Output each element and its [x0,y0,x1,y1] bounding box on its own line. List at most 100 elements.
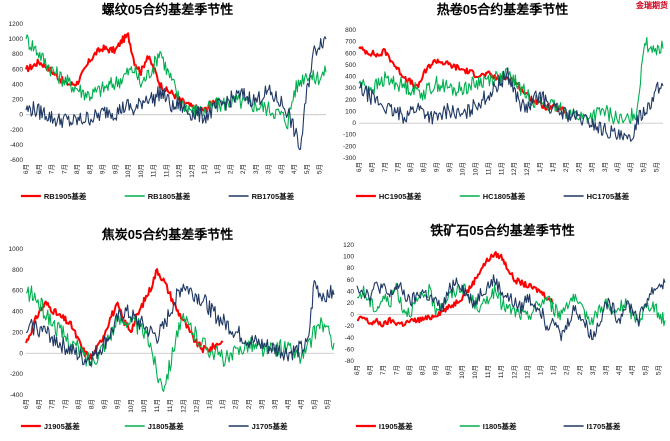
y-tick-label: 600 [12,66,23,73]
x-tick-label: 4月 [297,399,305,409]
x-tick-label: 2月 [232,399,240,409]
series-line-J1705基差 [25,279,335,367]
y-tick-label: 40 [347,288,355,295]
y-tick-label: 500 [345,62,356,69]
series-line-HC1805基差 [358,36,664,125]
y-tick-label: -60 [345,346,355,353]
x-tick-label: 2月 [576,365,584,375]
x-tick-label: 7月 [60,164,68,174]
x-tick-label: 7月 [379,365,387,375]
y-tick-label: 0 [350,312,354,319]
x-tick-label: 6月 [366,365,374,375]
x-tick-label: 1月 [550,365,558,375]
x-tick-label: 4月 [627,162,635,172]
x-tick-label: 5月 [310,399,318,409]
y-tick-label: 0 [352,120,356,127]
x-tick-label: 12月 [523,365,531,379]
y-tick-label: -200 [343,143,356,150]
x-tick-label: 8月 [420,162,428,172]
legend-label: HC1905基差 [379,191,422,201]
chart-rebar: 螺纹05合约基差季节性 1200 1000 800 600 400 200 0 -200 -400… [9,2,327,201]
y-tick-label: -600 [10,157,23,164]
corner-mark: 金瑞期货 [636,1,668,10]
x-tick-label: 11月 [497,365,505,378]
x-tick-label: 4月 [290,164,298,174]
x-tick-label: 9月 [101,399,109,409]
y-tick-label: 400 [12,309,23,316]
x-tick-label: 2月 [239,164,247,174]
y-tick-label: 300 [345,85,356,92]
x-tick-label: 10月 [458,162,466,176]
x-tick-label: 9月 [445,365,453,375]
x-tick-label: 9月 [111,164,119,174]
legend-label: J1705基差 [252,421,288,431]
x-tick-label: 4月 [614,162,622,172]
legend-label: HC1705基差 [587,191,630,201]
x-tick-label: 10月 [140,399,148,413]
chart-hot-coil: 热卷05合约基差季节性 800 700 600 500 400 300 200 100 0 -100… [343,2,664,201]
x-tick-label: 4月 [615,365,623,375]
x-tick-label: 12月 [179,399,187,413]
x-tick-label: 3月 [258,399,266,409]
x-tick-label: 5月 [316,164,324,174]
x-tick-label: 5月 [303,164,311,174]
legend-label: I1805基差 [483,421,517,431]
series-line-J1805基差 [25,285,335,392]
x-tick-label: 8月 [419,365,427,375]
x-tick-label: 8月 [407,162,415,172]
x-tick-label: 9月 [114,399,122,409]
x-tick-label: 3月 [252,164,260,174]
x-tick-label: 10月 [137,164,145,178]
y-tick-label: 100 [345,108,356,115]
x-tick-label: 12月 [192,399,200,413]
x-tick-label: 11月 [166,399,174,412]
x-tick-label: 10月 [471,162,479,176]
y-tick-label: 400 [12,81,23,88]
chart-title: 螺纹05合约基差季节性 [102,2,233,17]
y-tick-label: 200 [12,329,23,336]
x-tick-label: 6月 [35,164,43,174]
x-tick-label: 8月 [88,399,96,409]
y-tick-label: -300 [343,155,356,162]
x-tick-label: 3月 [602,365,610,375]
x-tick-label: 1月 [536,162,544,172]
x-tick-label: 6月 [368,162,376,172]
y-tick-label: 120 [343,242,354,249]
x-tick-label: 7月 [61,399,69,409]
x-tick-label: 4月 [628,365,636,375]
x-tick-label: 12月 [175,164,183,178]
x-tick-label: 6月 [35,399,43,409]
x-tick-label: 12月 [510,365,518,379]
series-line-I1805基差 [356,282,666,327]
x-tick-label: 11月 [497,162,505,175]
y-tick-label: 20 [347,300,355,307]
x-tick-label: 9月 [433,162,441,172]
x-tick-label: 10月 [471,365,479,379]
x-tick-label: 1月 [201,164,209,174]
x-tick-label: 12月 [510,162,518,176]
y-tick-label: 800 [12,51,23,58]
x-tick-label: 11月 [484,162,492,175]
x-tick-label: 6月 [355,162,363,172]
legend-label: HC1805基差 [483,191,526,201]
x-tick-label: 7月 [394,162,402,172]
x-tick-label: 2月 [226,164,234,174]
x-tick-label: 8月 [73,164,81,174]
y-tick-label: 1000 [9,246,24,253]
y-tick-label: -20 [345,323,355,330]
y-tick-label: 600 [345,50,356,57]
x-tick-label: 10月 [458,365,466,379]
x-tick-label: 11月 [162,164,170,177]
x-tick-label: 2月 [562,162,570,172]
y-tick-label: 800 [12,267,23,274]
y-tick-label: 1200 [9,21,24,28]
x-tick-label: 10月 [124,164,132,178]
x-tick-label: 1月 [205,399,213,409]
y-tick-label: 600 [12,288,23,295]
x-tick-label: 2月 [563,365,571,375]
y-tick-label: 1000 [9,36,24,43]
legend-label: RB1705基差 [252,191,295,201]
chart-title: 铁矿石05合约基差季节性 [429,223,574,238]
y-tick-label: -40 [345,335,355,342]
